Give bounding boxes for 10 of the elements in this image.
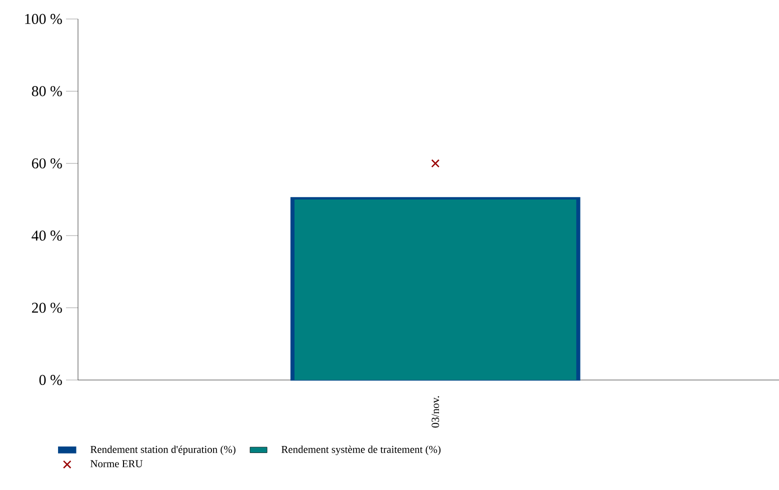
legend-label: Rendement système de traitement (%) (281, 446, 441, 456)
y-tick-label: 60 % (32, 158, 62, 168)
y-tick-label: 100 % (25, 14, 62, 24)
y-tick-label: 80 % (32, 86, 62, 96)
legend-label: Norme ERU (90, 460, 143, 468)
x-tick-label: 03/nov. (432, 396, 440, 428)
y-tick-label: 40 % (32, 230, 62, 241)
y-tick-label: 20 % (32, 302, 62, 313)
legend-label: Rendement station d'épuration (%) (90, 446, 236, 456)
y-tick-label: 0 % (39, 374, 62, 386)
